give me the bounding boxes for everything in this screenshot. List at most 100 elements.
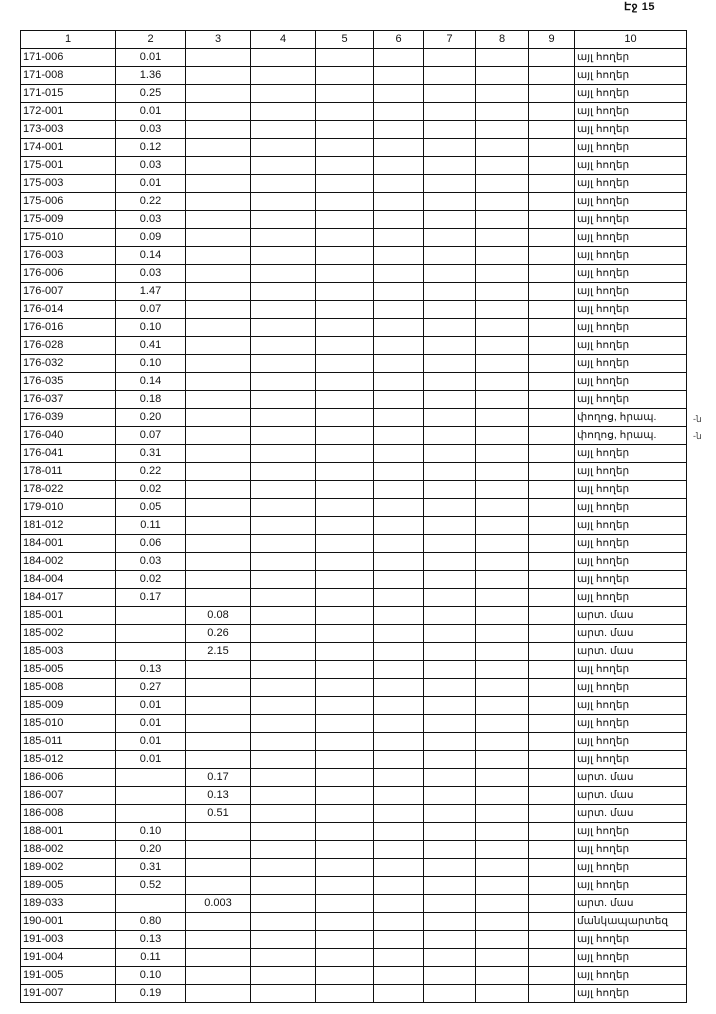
empty-cell [373,156,424,175]
parcel-code: 176-014 [20,300,116,319]
empty-cell [528,336,575,355]
header-row: 1 2 3 4 5 6 7 8 9 10 [20,30,687,49]
area-col2: 0.13 [115,660,186,679]
area-col3: 2.15 [185,642,251,661]
table-row: 176-007 1.47 այլ հողեր [20,282,687,301]
empty-cell [528,984,575,1003]
empty-cell [423,570,476,589]
empty-cell [315,624,374,643]
area-col3: 0.08 [185,606,251,625]
empty-cell [475,336,529,355]
empty-cell [250,462,316,481]
land-type: արտ. մաս [574,606,687,625]
table-row: 185-010 0.01 այլ հողեր [20,714,687,733]
parcel-code: 175-009 [20,210,116,229]
empty-cell [315,408,374,427]
land-type: արտ. մաս [574,768,687,787]
empty-cell [373,948,424,967]
empty-cell [528,66,575,85]
empty-cell [315,516,374,535]
area-col3 [185,840,251,859]
table-row: 191-005 0.10 այլ հողեր [20,966,687,985]
empty-cell [250,444,316,463]
table-row: 176-037 0.18 այլ հողեր [20,390,687,409]
area-col2: 0.01 [115,102,186,121]
area-col2: 0.20 [115,840,186,859]
land-type: այլ հողեր [574,120,687,139]
empty-cell [373,534,424,553]
land-type: այլ հողեր [574,462,687,481]
empty-cell [373,786,424,805]
empty-cell [250,354,316,373]
area-col2: 0.06 [115,534,186,553]
area-col3 [185,588,251,607]
land-type: այլ հողեր [574,210,687,229]
area-col3 [185,138,251,157]
parcel-code: 185-001 [20,606,116,625]
table-row: 185-009 0.01 այլ հողեր [20,696,687,715]
parcel-code: 178-011 [20,462,116,481]
area-col2: 0.41 [115,336,186,355]
column-header-10: 10 [574,30,687,49]
empty-cell [423,516,476,535]
empty-cell [250,696,316,715]
parcel-code: 191-003 [20,930,116,949]
empty-cell [250,246,316,265]
empty-cell [475,192,529,211]
empty-cell [373,588,424,607]
area-col2: 0.27 [115,678,186,697]
area-col2: 0.80 [115,912,186,931]
empty-cell [475,426,529,445]
empty-cell [475,552,529,571]
empty-cell [250,390,316,409]
area-col2: 0.07 [115,426,186,445]
empty-cell [373,66,424,85]
land-type: այլ հողեր [574,696,687,715]
empty-cell [373,84,424,103]
empty-cell [528,138,575,157]
empty-cell [528,912,575,931]
empty-cell [315,156,374,175]
empty-cell [475,480,529,499]
land-type: այլ հողեր [574,570,687,589]
empty-cell [315,876,374,895]
empty-cell [475,588,529,607]
area-col3 [185,174,251,193]
table-row: 176-035 0.14 այլ հողեր [20,372,687,391]
empty-cell [250,498,316,517]
empty-cell [423,768,476,787]
empty-cell [250,408,316,427]
empty-cell [315,588,374,607]
empty-cell [423,264,476,283]
table-row: 186-006 0.17 արտ. մաս [20,768,687,787]
land-type: այլ հողեր [574,552,687,571]
table-row: 185-011 0.01 այլ հողեր [20,732,687,751]
parcel-code: 185-012 [20,750,116,769]
empty-cell [373,894,424,913]
empty-cell [250,624,316,643]
empty-cell [475,984,529,1003]
area-col2: 0.03 [115,120,186,139]
empty-cell [373,966,424,985]
table-row: 175-009 0.03 այլ հողեր [20,210,687,229]
area-col3 [185,912,251,931]
land-type: արտ. մաս [574,804,687,823]
empty-cell [315,552,374,571]
empty-cell [475,264,529,283]
table-row: 188-002 0.20 այլ հողեր [20,840,687,859]
empty-cell [528,318,575,337]
empty-cell [423,678,476,697]
table-row: 176-032 0.10 այլ հողեր [20,354,687,373]
area-col3 [185,408,251,427]
empty-cell [423,804,476,823]
empty-cell [528,624,575,643]
area-col3 [185,984,251,1003]
empty-cell [528,210,575,229]
empty-cell [423,786,476,805]
parcel-code: 188-002 [20,840,116,859]
empty-cell [373,372,424,391]
empty-cell [528,642,575,661]
land-type: այլ հողեր [574,498,687,517]
empty-cell [315,480,374,499]
empty-cell [315,498,374,517]
